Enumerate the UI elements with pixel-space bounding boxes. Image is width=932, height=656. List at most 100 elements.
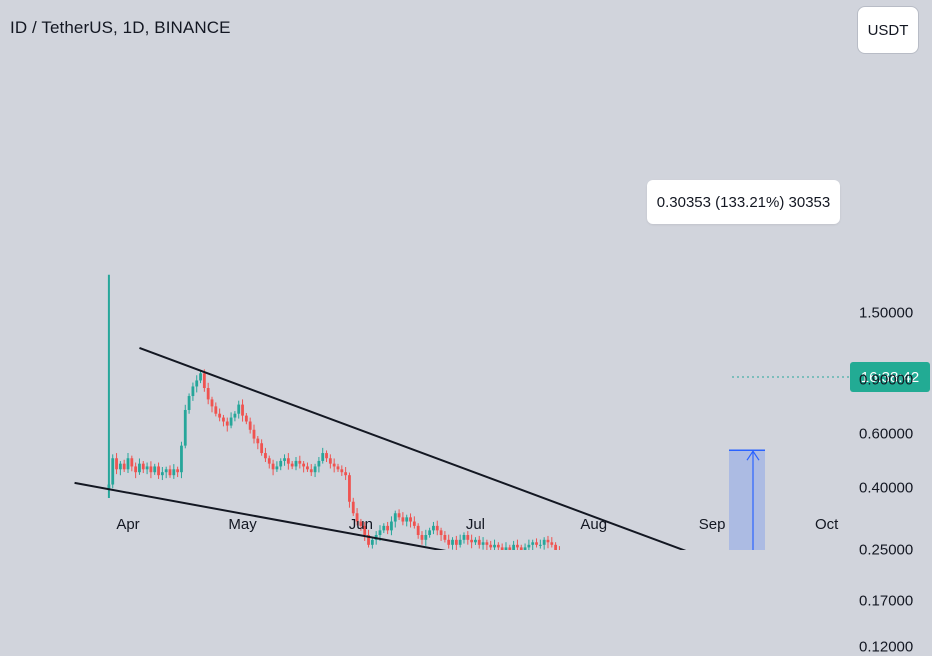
- x-axis-tick-label: Jul: [465, 516, 486, 533]
- candle-body: [496, 544, 500, 548]
- candle-body: [340, 469, 344, 473]
- candle-body: [485, 542, 489, 545]
- candle-body: [523, 547, 527, 550]
- candle-body: [187, 396, 191, 410]
- measure-label: 0.30353 (133.21%) 30353: [647, 180, 840, 224]
- candle-body: [111, 458, 115, 485]
- candle-body: [382, 525, 386, 531]
- candle-body: [317, 460, 321, 467]
- candle-body: [527, 544, 531, 548]
- candle-body: [336, 466, 340, 470]
- candle-body: [260, 443, 264, 454]
- candle-body: [118, 463, 122, 470]
- candle-body: [546, 539, 550, 543]
- y-axis-tick-label: 0.40000: [859, 479, 914, 497]
- candle-body: [233, 413, 237, 418]
- candle-body: [195, 380, 199, 387]
- candle-body: [328, 458, 332, 464]
- candle-body: [325, 453, 328, 459]
- candle-body: [256, 438, 260, 444]
- candle-body: [474, 539, 477, 543]
- candle-body: [470, 539, 474, 543]
- candle-body: [550, 542, 554, 545]
- candle-body: [508, 547, 512, 550]
- candle-body: [149, 466, 153, 473]
- candle-body: [168, 469, 172, 476]
- candle-body: [420, 535, 424, 540]
- candle-body: [424, 535, 428, 540]
- candle-body: [512, 544, 516, 550]
- y-axis-tick-label: 0.60000: [859, 425, 914, 443]
- y-axis-tick-label: 0.90000: [859, 371, 914, 389]
- x-axis-tick-label: Oct: [815, 516, 839, 533]
- candle-body: [481, 542, 485, 545]
- candle-body: [122, 463, 126, 470]
- x-axis-tick-label: Jun: [348, 516, 373, 533]
- candle-body: [401, 517, 405, 522]
- candle-body: [516, 544, 519, 548]
- countdown-price-tag: 16:38:42: [850, 362, 930, 392]
- candle-body: [370, 539, 374, 545]
- candle-body: [241, 404, 244, 416]
- candle-body: [458, 539, 462, 545]
- candle-body: [134, 466, 138, 473]
- candle-body: [157, 466, 160, 476]
- candle-body: [286, 458, 290, 464]
- candle-body: [363, 525, 367, 536]
- candle-body: [275, 466, 279, 470]
- candle-body: [145, 466, 149, 470]
- candle-body: [412, 521, 416, 526]
- candle-body: [538, 544, 542, 546]
- candle-body: [202, 373, 206, 389]
- x-axis-tick-label: May: [228, 516, 257, 533]
- candle-body: [298, 460, 302, 464]
- candle-body: [172, 469, 176, 476]
- candle-body: [244, 415, 248, 422]
- trendline-upper: [139, 347, 687, 550]
- candle-body: [138, 463, 141, 473]
- currency-button[interactable]: USDT: [857, 6, 919, 54]
- candle-body: [115, 458, 118, 470]
- candle-body: [367, 535, 370, 545]
- candle-body: [405, 517, 409, 522]
- candle-body: [290, 463, 294, 467]
- y-axis-tick-label: 0.17000: [859, 592, 914, 610]
- x-axis-tick-label: Apr: [116, 516, 140, 533]
- candle-body: [306, 466, 309, 470]
- candle-body: [344, 472, 348, 476]
- candle-body: [359, 521, 363, 526]
- candle-body: [443, 535, 447, 540]
- candle-body: [428, 530, 432, 536]
- candle-body: [183, 409, 187, 446]
- candle-body: [313, 466, 317, 473]
- candle-body: [466, 535, 470, 540]
- candle-body: [489, 544, 493, 548]
- trendline-lower: [74, 481, 447, 550]
- candle-body: [542, 539, 546, 545]
- candle-body: [378, 530, 382, 536]
- candle-body: [176, 469, 180, 473]
- price-chart[interactable]: [0, 0, 932, 550]
- candle-body: [390, 521, 393, 531]
- y-axis-tick-label: 0.25000: [859, 541, 914, 559]
- candle-body: [477, 539, 481, 545]
- candle-body: [237, 404, 241, 414]
- candle-body: [462, 535, 466, 540]
- candle-body: [225, 421, 229, 426]
- candle-body: [264, 453, 267, 459]
- x-axis-tick-label: Aug: [580, 516, 608, 533]
- candle-body: [454, 539, 458, 545]
- candle-body: [248, 421, 252, 430]
- candle-body: [348, 475, 351, 502]
- candle-body: [432, 525, 435, 531]
- candle-body: [397, 513, 401, 518]
- candle-body: [309, 469, 313, 473]
- y-axis-tick-label: 0.12000: [859, 638, 914, 656]
- candle-body: [191, 386, 195, 397]
- candle-body: [535, 542, 538, 545]
- candle-body: [531, 542, 535, 545]
- candle-body: [355, 513, 359, 522]
- measure-range: [729, 450, 765, 550]
- candle-body: [351, 501, 355, 514]
- candle-body: [107, 484, 111, 489]
